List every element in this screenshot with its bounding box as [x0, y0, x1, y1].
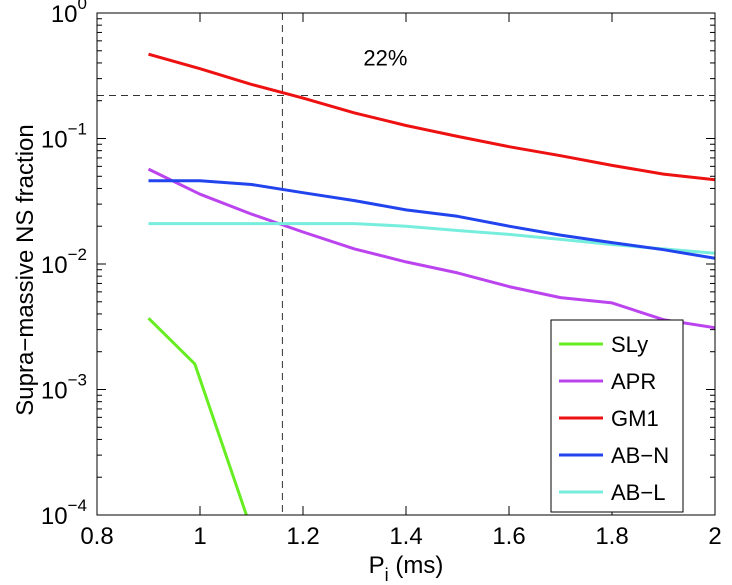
legend-entry-label: AB−L	[611, 480, 665, 505]
legend-entry-label: AB−N	[611, 443, 669, 468]
legend-box	[550, 319, 684, 513]
y-tick-label: 10−2	[41, 245, 87, 279]
x-tick-label: 1.4	[389, 523, 422, 550]
x-axis-label: Pi (ms)	[369, 552, 444, 585]
series-line-abn	[148, 179, 715, 260]
x-tick-label: 1.2	[286, 523, 319, 550]
y-axis-label: Supra−massive NS fraction	[12, 124, 39, 415]
x-tick-label: 2	[708, 523, 721, 550]
y-tick-label: 10−1	[41, 120, 87, 154]
y-tick-label: 10−4	[41, 496, 87, 530]
x-tick-label: 1.8	[595, 523, 628, 550]
annotation-label: 22%	[363, 46, 407, 71]
y-tick-label: 100	[51, 0, 87, 28]
legend-entry-label: APR	[611, 369, 656, 394]
series-line-sly	[147, 317, 248, 515]
x-tick-label: 1	[193, 523, 206, 550]
y-tick-label: 10−3	[41, 371, 87, 405]
x-tick-label: 1.6	[492, 523, 525, 550]
axes-box	[96, 12, 716, 516]
legend-entry-label: GM1	[611, 406, 659, 431]
legend-entry-label: SLy	[611, 332, 648, 357]
x-tick-label: 0.8	[80, 523, 113, 550]
series-line-gm1	[148, 52, 715, 182]
series-line-apr	[147, 167, 715, 330]
